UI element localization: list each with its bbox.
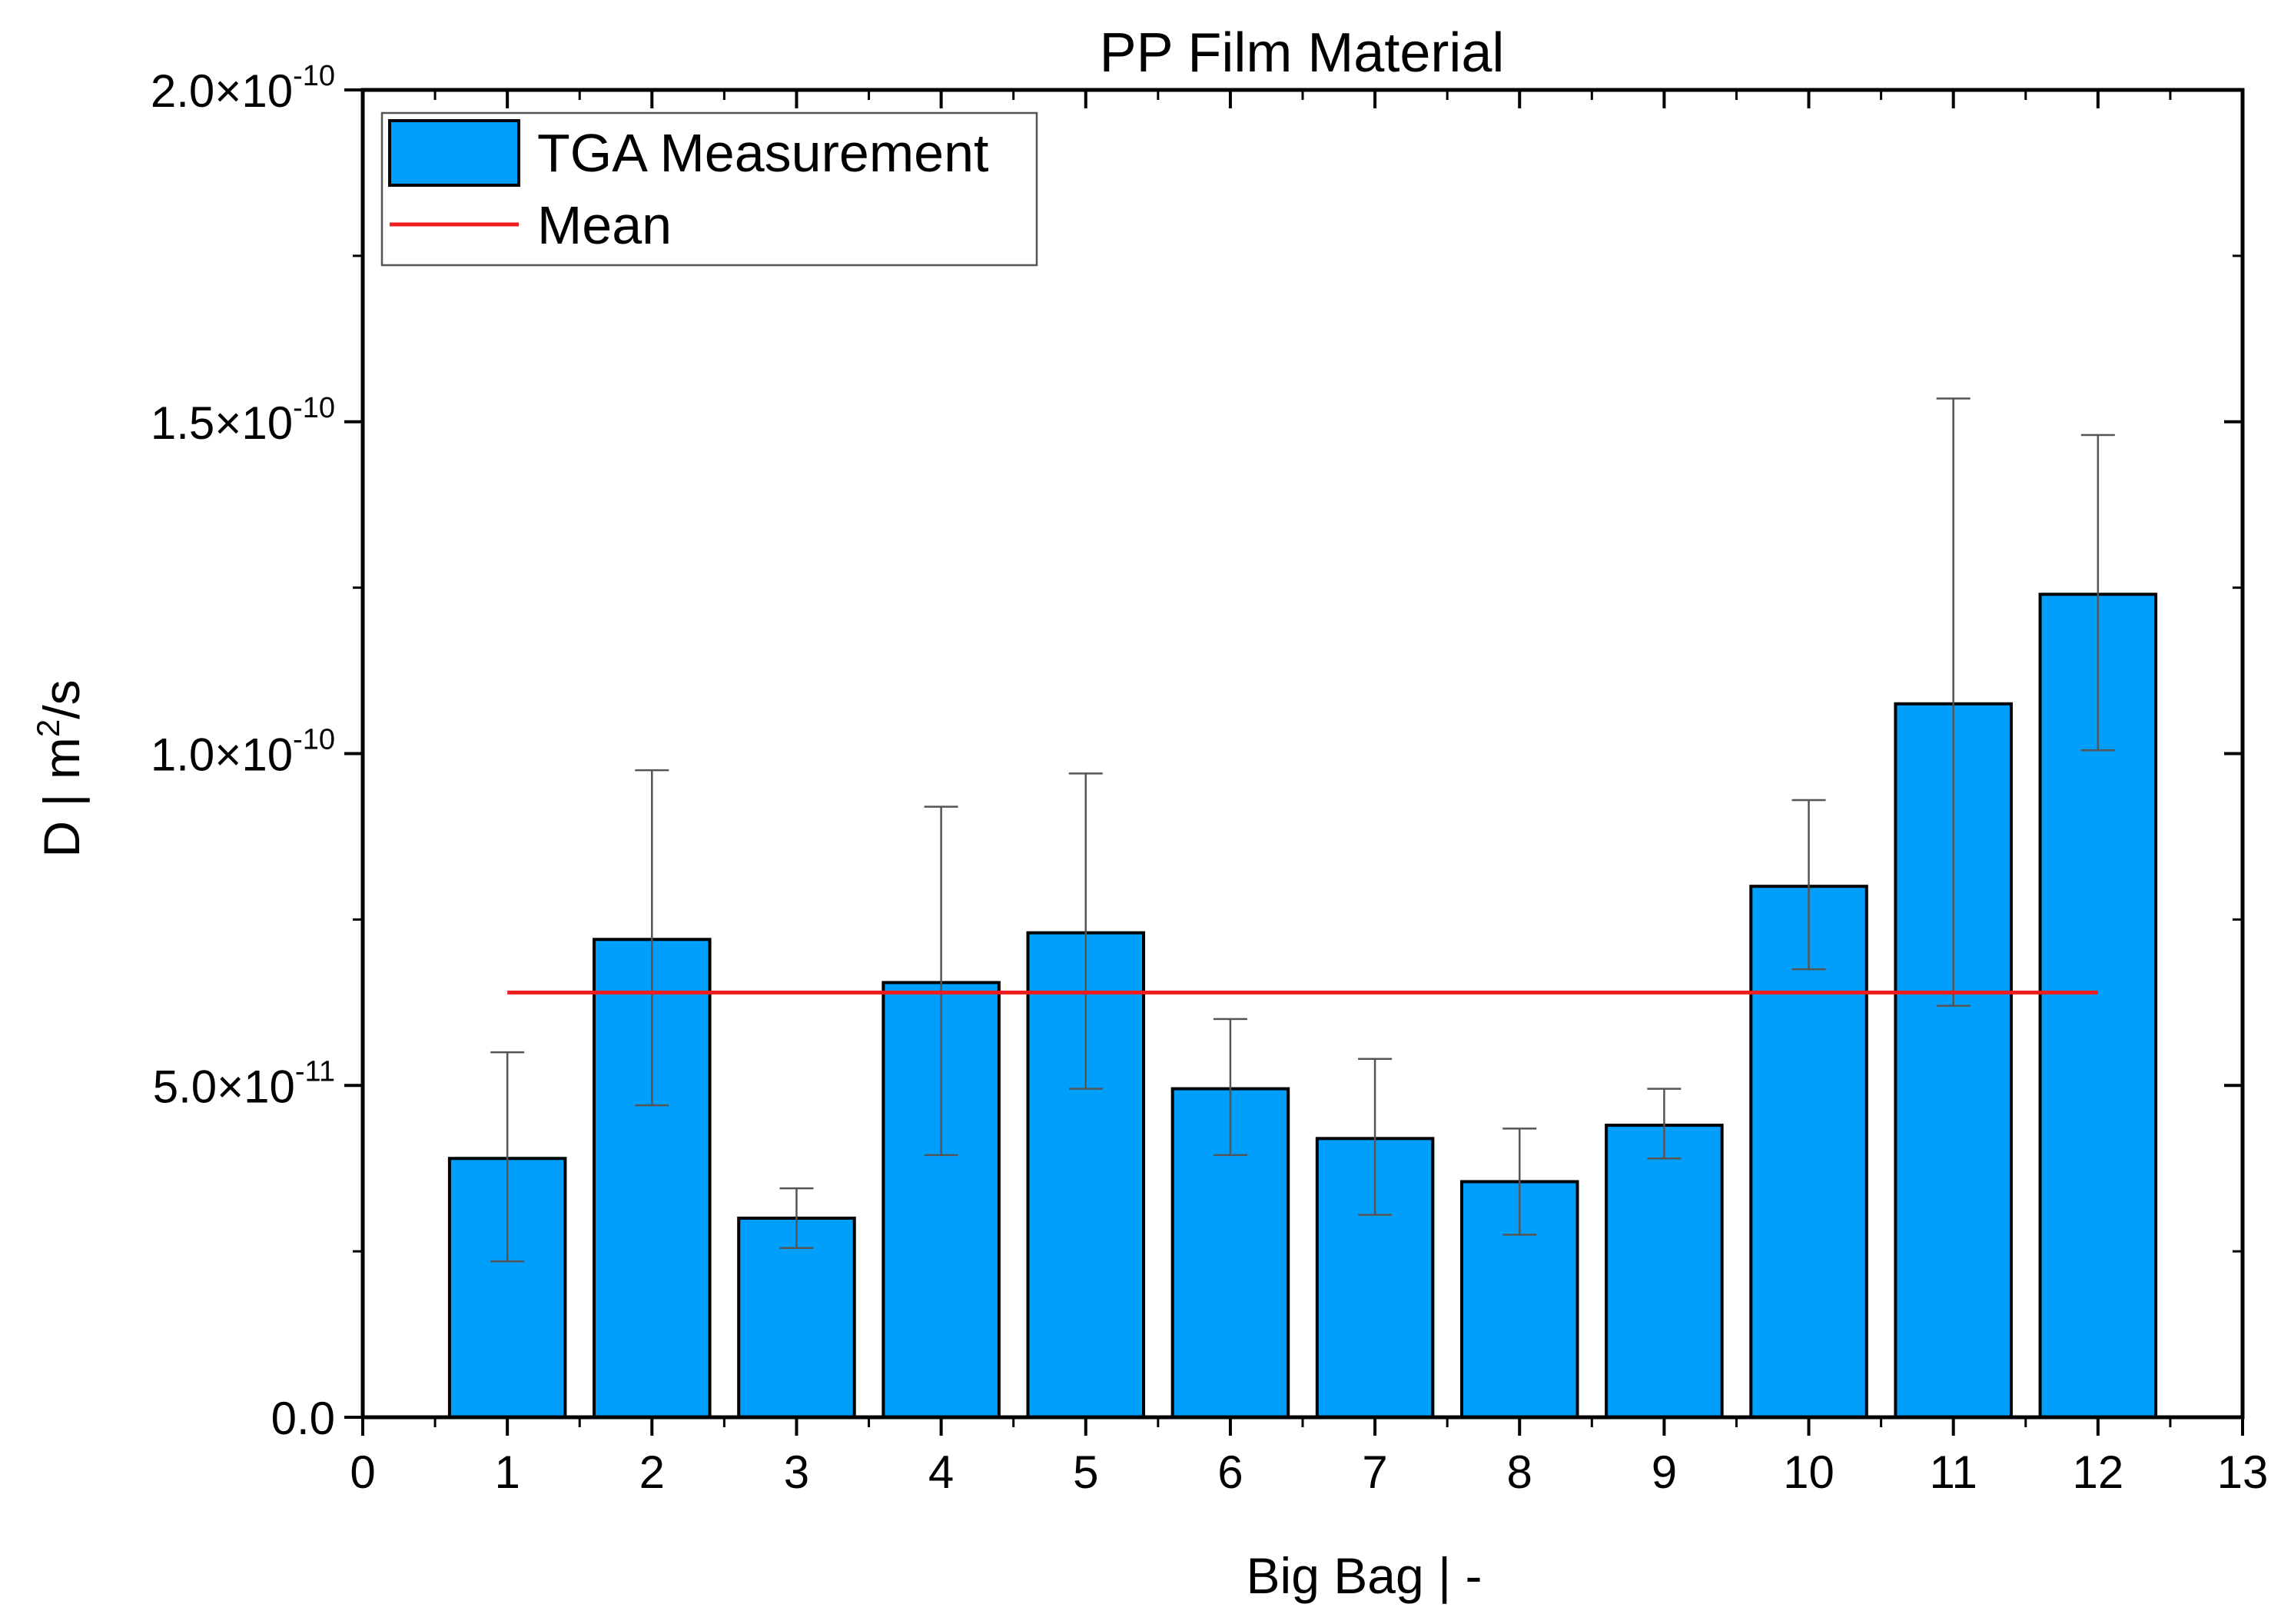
y-tick-label: 1.0×10-10: [151, 724, 335, 781]
x-tick-label-1: 1: [494, 1446, 520, 1498]
y-axis-title-sup: 2: [30, 719, 66, 737]
y-axis-title: D | m2/s: [30, 679, 90, 857]
y-axis-title-tail: /s: [33, 679, 90, 719]
y-tick-label: 0.0: [271, 1393, 335, 1444]
x-tick-label-0: 0: [350, 1446, 375, 1498]
x-tick-label-5: 5: [1073, 1446, 1098, 1498]
y-tick-exponent: -10: [293, 60, 335, 92]
x-axis-title: Big Bag | -: [1247, 1547, 1482, 1604]
legend-label-mean: Mean: [537, 195, 672, 255]
legend-label-tga-measurement: TGA Measurement: [537, 123, 988, 183]
bar-big-bag-9: [1605, 1124, 1724, 1420]
y-tick-label: 5.0×10-11: [153, 1055, 335, 1112]
x-tick-label-13: 13: [2217, 1446, 2269, 1498]
x-tick-label-9: 9: [1652, 1446, 1677, 1498]
x-tick-label-11: 11: [1930, 1446, 1977, 1498]
x-tick-label-3: 3: [784, 1446, 809, 1498]
y-tick-label: 2.0×10-10: [151, 60, 335, 117]
x-tick-label-12: 12: [2072, 1446, 2123, 1498]
y-axis-title-base: D | m: [33, 737, 90, 857]
legend: TGA Measurement Mean: [380, 111, 1038, 267]
legend-swatch-tga-measurement: [388, 119, 520, 187]
y-tick-exponent: -10: [293, 392, 335, 424]
y-tick-mantissa: 1.5×10: [151, 397, 293, 449]
y-tick-mantissa: 1.0×10: [151, 729, 293, 781]
x-tick-label-2: 2: [639, 1446, 665, 1498]
chart-title: PP Film Material: [1100, 22, 1505, 84]
x-tick-label-8: 8: [1507, 1446, 1532, 1498]
x-tick-label-10: 10: [1783, 1446, 1834, 1498]
ticks: 0 1 2 3 4 5 6 7 8 9 10 11 12 130.05.0×10-111.0×10-101…: [151, 60, 2268, 1498]
x-tick-label-4: 4: [928, 1446, 954, 1498]
x-tick-label-6: 6: [1217, 1446, 1243, 1498]
y-tick-label: 1.5×10-10: [151, 392, 335, 449]
x-tick-label-7: 7: [1362, 1446, 1387, 1498]
y-tick-mantissa: 2.0×10: [151, 65, 293, 117]
y-tick-exponent: -10: [293, 724, 335, 756]
bar-series: [447, 593, 2158, 1420]
y-tick-mantissa: 5.0×10: [153, 1061, 295, 1112]
y-tick-exponent: -11: [295, 1055, 335, 1088]
bar-big-bag-4: [882, 981, 1001, 1419]
error-bars: [490, 397, 2115, 1263]
